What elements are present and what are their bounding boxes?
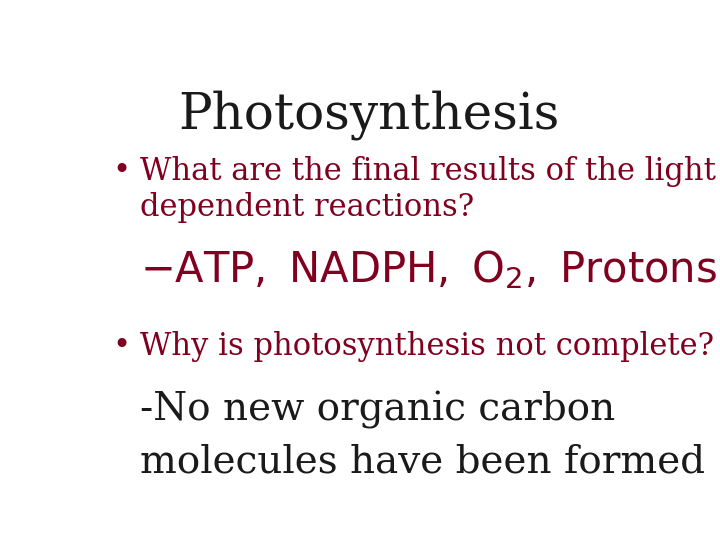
Text: •: • [112,331,130,362]
Text: •: • [112,156,130,187]
Text: -No new organic carbon: -No new organic carbon [140,391,616,429]
Text: $\mathregular{-ATP,\ NADPH,\ O_2,\ Protons(H^+)}$: $\mathregular{-ATP,\ NADPH,\ O_2,\ Proto… [140,246,720,292]
Text: Photosynthesis: Photosynthesis [179,90,559,140]
Text: What are the final results of the light dependent reactions?: What are the final results of the light … [140,156,716,223]
Text: Why is photosynthesis not complete?: Why is photosynthesis not complete? [140,331,714,362]
Text: molecules have been formed: molecules have been formed [140,443,706,480]
